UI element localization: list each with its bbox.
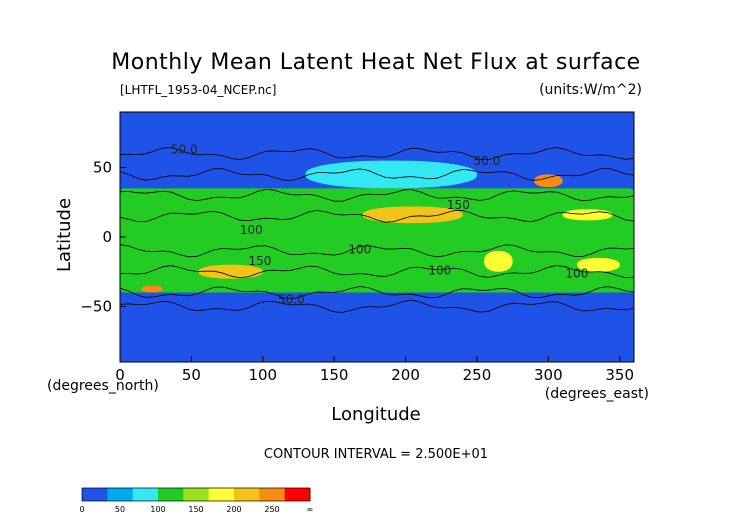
x-tick-label: 100 [248,366,277,384]
heatmap-region-tropical-ocean [120,188,634,293]
colorbar-swatch [107,488,134,501]
contour-label: 100 [348,243,371,257]
x-tick-label: 350 [605,366,634,384]
contour-line [120,209,634,223]
colorbar-swatch [259,488,286,501]
contour-line [120,286,634,300]
heatmap-region-southern-ocean [120,306,634,362]
contour-interval-text: CONTOUR INTERVAL = 2.500E+01 [264,447,488,462]
heatmap-region-agulhas [141,285,163,293]
x-axis-label: Longitude [331,404,421,425]
colorbar-label: 250 [264,505,279,514]
colorbar-label: 50 [115,505,125,514]
colorbar-label: 200 [226,505,241,514]
colorbar-label: 100 [150,505,165,514]
heatmap-region-subtropical-max-north-pacific [362,206,463,224]
y-tick-label: 50 [93,159,112,177]
contour-label: 150 [248,254,271,268]
heatmap-region-subtropical-max-south-indian [198,264,263,279]
y-axis-label: Latitude [54,198,75,272]
contour-lines [120,147,634,313]
y-tick-label: −50 [80,297,112,315]
contour-label: 50.0 [278,293,305,307]
dataset-filename: [LHTFL_1953-04_NCEP.nc] [120,83,276,97]
contour-line [120,167,634,181]
y-tick-label: 0 [102,228,112,246]
x-tick-label: 200 [391,366,420,384]
chart-title: Monthly Mean Latent Heat Net Flux at sur… [111,50,640,75]
heatmap-region-north-atlantic-trade [562,209,613,221]
contour-line [120,265,634,279]
contour-line [120,299,634,313]
x-tick-label: 150 [320,366,349,384]
contour-line [120,147,634,161]
heatmap-region-south-atlantic-trade [576,257,620,272]
x-tick-label: 50 [182,366,201,384]
colorbar-swatch [82,488,108,501]
contour-label: 100 [240,223,263,237]
colorbar: 0 50 100 150 200 250 ∞ [79,487,314,514]
y-axis-ticks: −50 0 50 [80,159,126,315]
x-tick-label: 300 [534,366,563,384]
colorbar-swatch [234,488,260,501]
colorbar-frame [81,487,311,502]
x-axis-ticks: 0 50 100 150 200 250 300 350 [115,356,634,384]
heatmap-regions [120,121,634,362]
x-tick-label: 250 [463,366,492,384]
contour-label: 100 [428,264,451,278]
plot-area: 50.0 50.0 150 100 150 100 100 100 50.0 [120,112,634,362]
heatmap-region-gulf-stream [534,174,563,187]
x-tick-label: 0 [115,366,125,384]
heatmap-region-north-pacific-band [305,160,477,189]
heatmap-region-south-pacific-trade [484,250,513,272]
colorbar-label: 0 [79,505,84,514]
contour-label: 50.0 [171,143,198,157]
heatmap-region-north-polar-ocean [120,121,634,154]
contour-labels: 50.0 50.0 150 100 150 100 100 100 50.0 [171,143,588,307]
colorbar-swatch [208,488,235,501]
colorbar-swatch [132,488,159,501]
y-unit-label: (degrees_north) [47,378,159,394]
units-label: (units:W/m^2) [539,82,642,98]
contour-line [120,244,634,258]
colorbar-swatch [284,488,311,501]
colorbar-label: ∞ [307,505,314,514]
contour-label: 100 [565,266,588,280]
colorbar-swatch [158,488,184,501]
contour-label: 150 [447,198,470,212]
contour-label: 50.0 [474,154,501,168]
colorbar-label: 150 [188,505,203,514]
contour-line [120,188,634,202]
x-unit-label: (degrees_east) [545,386,649,402]
colorbar-swatch [183,488,210,501]
